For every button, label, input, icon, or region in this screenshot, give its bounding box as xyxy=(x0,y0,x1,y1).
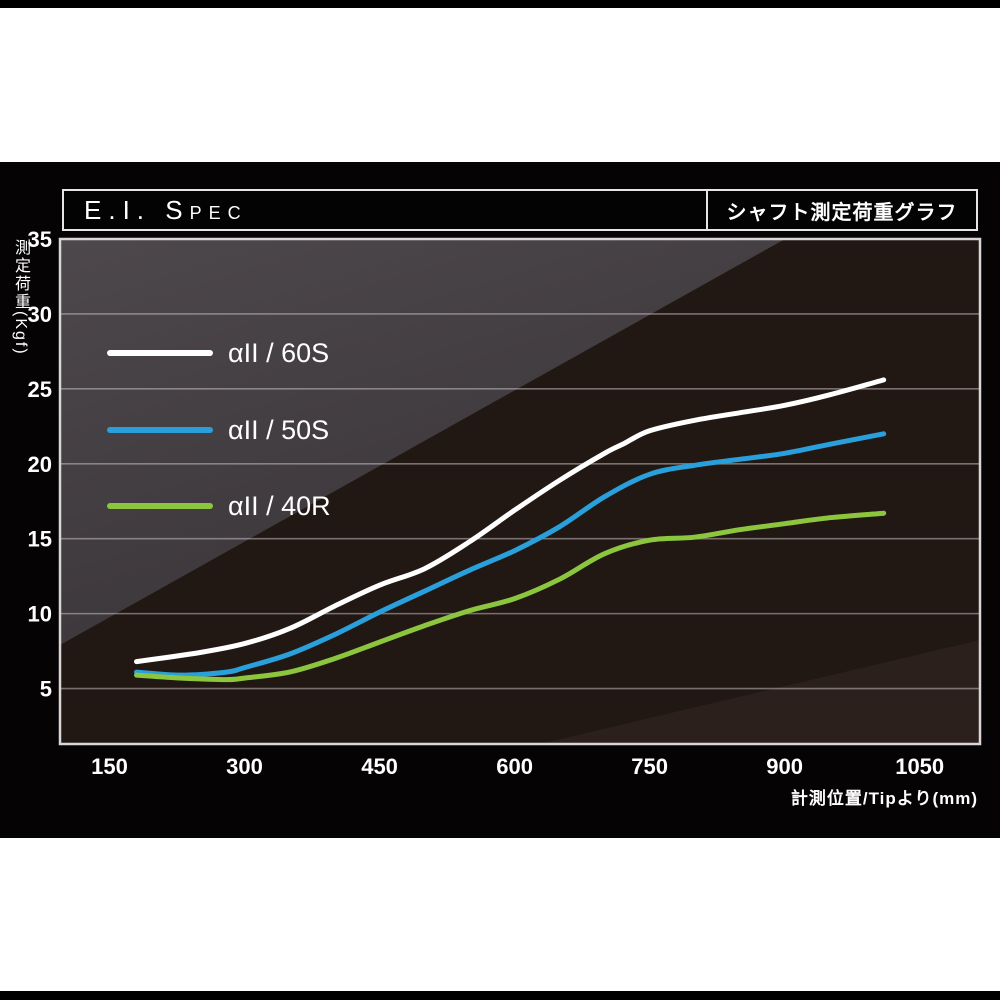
y-axis-title: 測定荷重(Kgf) xyxy=(12,239,29,356)
series-line-1 xyxy=(134,431,887,678)
y-tick-label-20: 20 xyxy=(28,452,52,477)
plot-background-light-triangle xyxy=(60,239,785,645)
y-tick-label-35: 35 xyxy=(28,227,52,252)
x-tick-label-600: 600 xyxy=(496,754,533,779)
y-tick-label-30: 30 xyxy=(28,302,52,327)
legend-label-1: αII / 50S xyxy=(228,415,329,445)
legend-label-0: αII / 60S xyxy=(228,338,329,368)
plot-border xyxy=(58,237,982,746)
x-tick-label-300: 300 xyxy=(226,754,263,779)
top-black-bar xyxy=(0,0,1000,8)
legend-label-2: αII / 40R xyxy=(228,491,331,521)
y-tick-label-5: 5 xyxy=(40,677,52,702)
x-tick-label-1050: 1050 xyxy=(895,754,944,779)
x-tick-label-150: 150 xyxy=(91,754,128,779)
chart-title: E.I. Spec xyxy=(84,194,248,225)
y-tick-label-15: 15 xyxy=(28,527,52,552)
series-line-0 xyxy=(134,377,887,665)
chart-panel: E.I. Spec シャフト測定荷重グラフ αII / 60S αII / 50S… xyxy=(0,162,1000,838)
chart-header: E.I. Spec シャフト測定荷重グラフ xyxy=(62,189,978,231)
bottom-black-bar xyxy=(0,991,1000,1000)
plot-background-wedge xyxy=(540,640,980,744)
x-axis-title: 計測位置/Tipより(mm) xyxy=(790,789,978,808)
series-line-2 xyxy=(134,510,887,683)
x-tick-label-450: 450 xyxy=(361,754,398,779)
y-tick-label-10: 10 xyxy=(28,602,52,627)
x-tick-label-900: 900 xyxy=(766,754,803,779)
chart-subtitle: シャフト測定荷重グラフ xyxy=(706,191,976,229)
x-tick-label-750: 750 xyxy=(631,754,668,779)
y-tick-label-25: 25 xyxy=(28,377,52,402)
